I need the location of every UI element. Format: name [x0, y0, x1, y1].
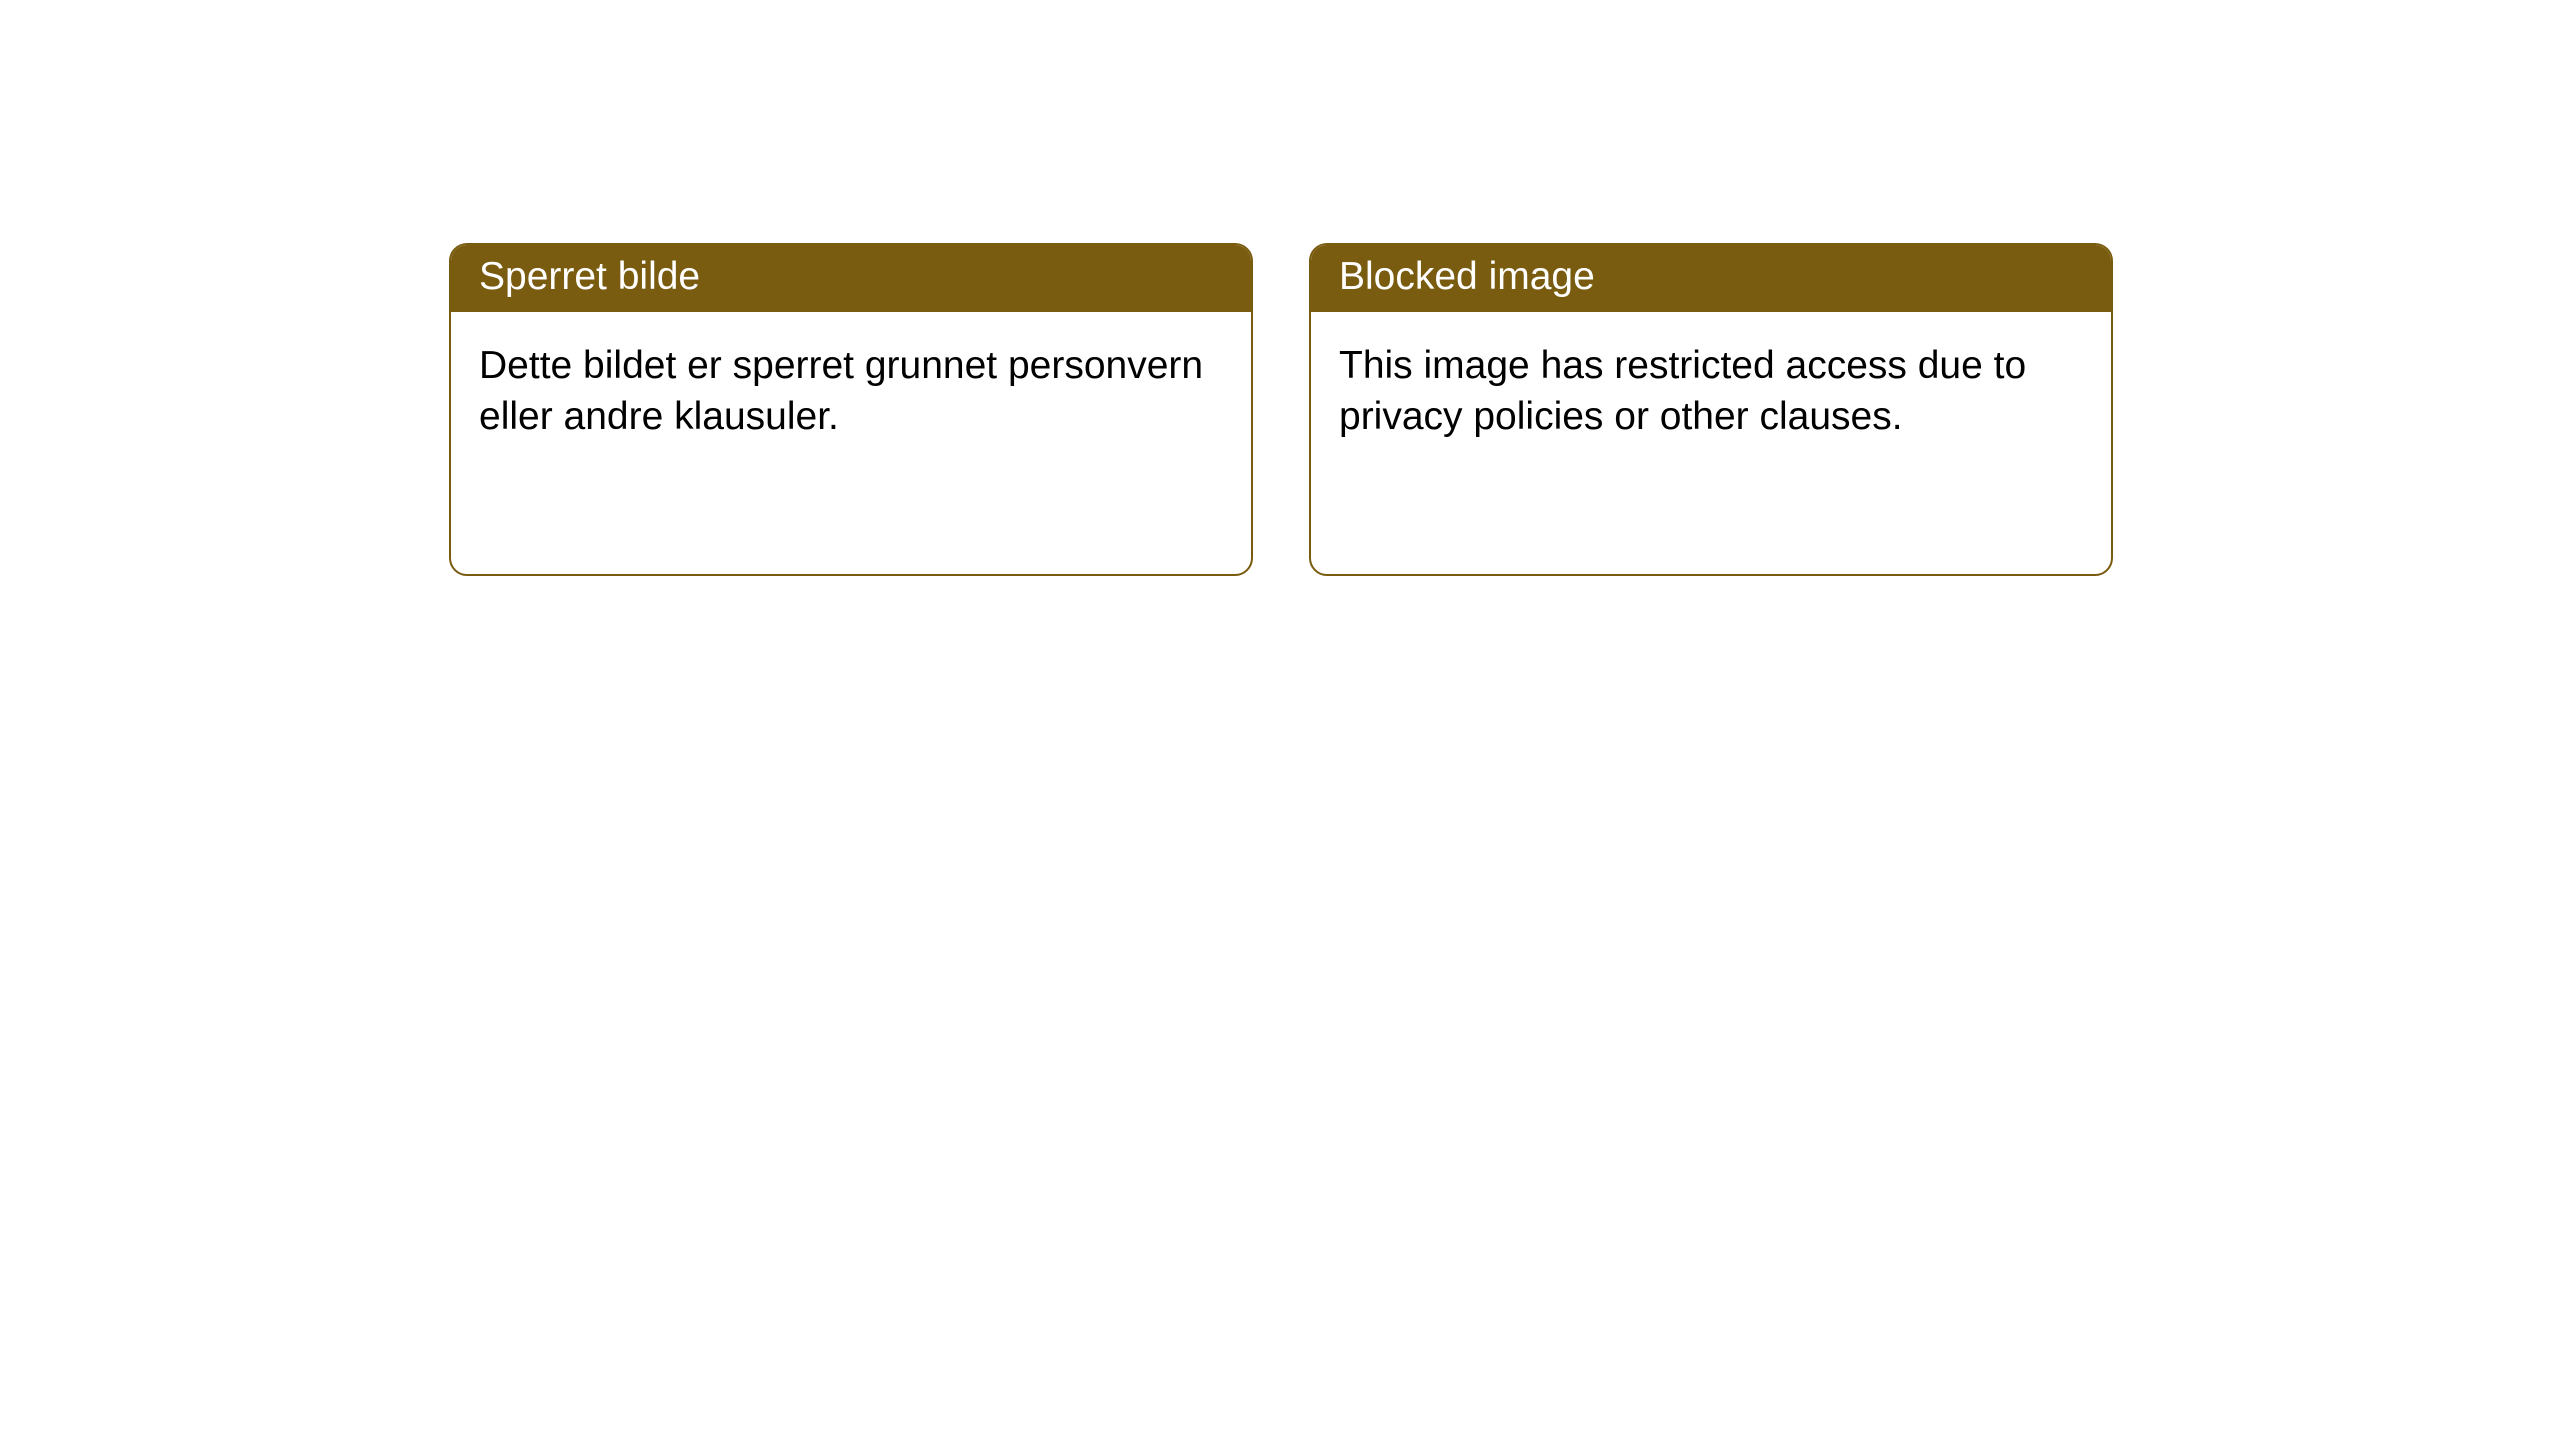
notice-card-english: Blocked image This image has restricted … [1309, 243, 2113, 576]
notice-cards-container: Sperret bilde Dette bildet er sperret gr… [449, 243, 2113, 576]
notice-header: Sperret bilde [451, 245, 1251, 312]
notice-card-norwegian: Sperret bilde Dette bildet er sperret gr… [449, 243, 1253, 576]
notice-body: Dette bildet er sperret grunnet personve… [451, 312, 1251, 471]
notice-header: Blocked image [1311, 245, 2111, 312]
notice-body: This image has restricted access due to … [1311, 312, 2111, 471]
